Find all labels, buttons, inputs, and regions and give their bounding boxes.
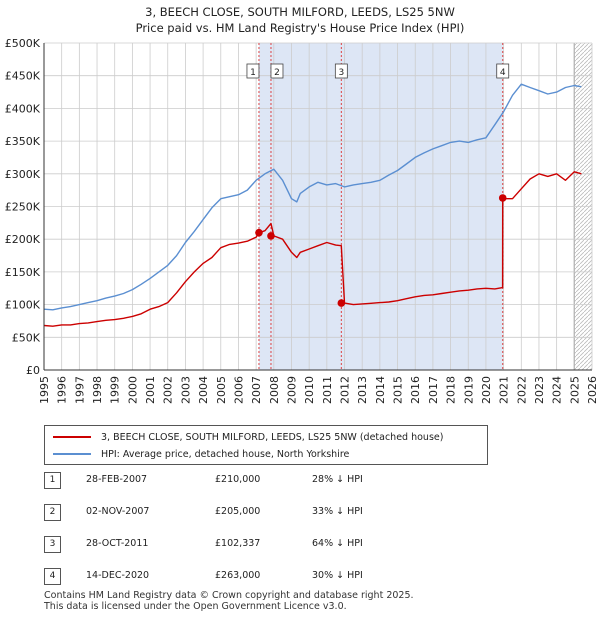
- event-marker-label: 2: [274, 68, 280, 78]
- x-tick-label: 2011: [321, 376, 334, 404]
- sale-point: [255, 228, 263, 237]
- event-marker-label: 3: [338, 68, 344, 78]
- event-price: £102,337: [215, 538, 261, 549]
- y-tick-label: £100K: [5, 299, 41, 312]
- event-marker-label: 1: [250, 68, 256, 78]
- x-tick-label: 2006: [232, 376, 245, 404]
- event-date: 28-FEB-2007: [86, 474, 148, 485]
- x-tick-label: 2013: [356, 376, 369, 404]
- x-tick-label: 2015: [392, 376, 405, 404]
- chart-title: 3, BEECH CLOSE, SOUTH MILFORD, LEEDS, LS…: [0, 4, 600, 36]
- x-tick-label: 2018: [445, 376, 458, 404]
- event-number: 1: [44, 472, 61, 489]
- x-tick-label: 2021: [498, 376, 511, 404]
- legend-swatch-property: [53, 436, 91, 438]
- sale-point: [498, 194, 507, 202]
- x-tick-label: 2009: [285, 376, 298, 404]
- table-row: 2 02-NOV-2007 £205,000 33% ↓ HPI: [0, 504, 600, 524]
- x-tick-label: 2012: [339, 376, 352, 404]
- y-tick-label: £300K: [5, 168, 41, 181]
- event-marker-box: [496, 63, 510, 79]
- property-price-line: [43, 171, 582, 327]
- event-number: 4: [44, 568, 61, 585]
- legend-item-hpi: HPI: Average price, detached house, Nort…: [53, 446, 349, 462]
- x-tick-label: 2022: [515, 376, 528, 404]
- y-tick-label: £150K: [5, 266, 41, 279]
- footer: Contains HM Land Registry data © Crown c…: [44, 590, 414, 612]
- event-marker-box: [334, 63, 348, 79]
- legend-item-property: 3, BEECH CLOSE, SOUTH MILFORD, LEEDS, LS…: [53, 429, 443, 445]
- event-date: 02-NOV-2007: [86, 506, 150, 517]
- y-tick-label: £50K: [12, 331, 41, 344]
- event-hpi-diff: 28% ↓ HPI: [312, 474, 363, 485]
- x-tick-label: 1998: [91, 376, 104, 404]
- table-row: 3 28-OCT-2011 £102,337 64% ↓ HPI: [0, 536, 600, 556]
- legend-label-hpi: HPI: Average price, detached house, Nort…: [101, 448, 350, 460]
- x-tick-label: 2020: [480, 376, 493, 404]
- x-tick-label: 2001: [144, 376, 157, 404]
- legend: 3, BEECH CLOSE, SOUTH MILFORD, LEEDS, LS…: [44, 425, 488, 465]
- x-tick-label: 2000: [126, 376, 139, 404]
- x-tick-label: 2014: [374, 376, 387, 404]
- x-tick-label: 2017: [427, 376, 440, 404]
- x-tick-label: 2005: [215, 376, 228, 404]
- y-tick-label: £350K: [5, 135, 41, 148]
- event-hpi-diff: 30% ↓ HPI: [312, 570, 363, 581]
- event-hpi-diff: 33% ↓ HPI: [312, 506, 363, 517]
- title-line-2: Price paid vs. HM Land Registry's House …: [135, 21, 465, 35]
- event-price: £263,000: [215, 570, 261, 581]
- event-marker-box: [246, 63, 260, 79]
- x-tick-label: 2023: [533, 376, 546, 404]
- y-tick-label: £200K: [5, 233, 41, 246]
- y-tick-label: £250K: [5, 201, 41, 214]
- hpi-line: [43, 83, 582, 311]
- x-tick-label: 2019: [462, 376, 475, 404]
- x-tick-label: 2007: [250, 376, 263, 404]
- y-tick-label: £450K: [5, 70, 41, 83]
- table-row: 1 28-FEB-2007 £210,000 28% ↓ HPI: [0, 472, 600, 492]
- legend-swatch-hpi: [53, 453, 91, 455]
- footer-license: This data is licensed under the Open Gov…: [44, 601, 347, 612]
- x-tick-label: 2016: [409, 376, 422, 404]
- event-price: £210,000: [215, 474, 261, 485]
- x-tick-label: 2004: [197, 376, 210, 404]
- x-tick-label: 2008: [268, 376, 281, 404]
- y-tick-label: £500K: [5, 37, 41, 50]
- event-marker-box: [270, 63, 284, 79]
- x-tick-label: 2024: [551, 376, 564, 404]
- x-tick-label: 1995: [38, 376, 51, 404]
- event-number: 3: [44, 536, 61, 553]
- x-tick-label: 2010: [303, 376, 316, 404]
- x-tick-label: 2026: [586, 376, 599, 404]
- title-line-1: 3, BEECH CLOSE, SOUTH MILFORD, LEEDS, LS…: [145, 5, 455, 19]
- event-price: £205,000: [215, 506, 261, 517]
- event-number: 2: [44, 504, 61, 521]
- x-tick-label: 1999: [109, 376, 122, 404]
- x-tick-label: 1996: [56, 376, 69, 404]
- table-row: 4 14-DEC-2020 £263,000 30% ↓ HPI: [0, 568, 600, 588]
- price-chart: 1 2 3 4 £0 £50K £100K £150K £200K £250K £300K £350…: [5, 37, 599, 404]
- x-tick-label: 2002: [162, 376, 175, 404]
- event-date: 28-OCT-2011: [86, 538, 149, 549]
- y-tick-label: £0: [26, 364, 40, 377]
- sale-point: [267, 232, 275, 240]
- event-marker-label: 4: [500, 68, 506, 78]
- event-date: 14-DEC-2020: [86, 570, 150, 581]
- x-tick-label: 2025: [568, 376, 581, 404]
- y-tick-label: £400K: [5, 102, 41, 115]
- footer-copyright: Contains HM Land Registry data © Crown c…: [44, 590, 414, 601]
- legend-label-property: 3, BEECH CLOSE, SOUTH MILFORD, LEEDS, LS…: [101, 431, 444, 443]
- x-tick-label: 1997: [73, 376, 86, 404]
- sale-point: [337, 299, 346, 307]
- x-tick-label: 2003: [179, 376, 192, 404]
- event-hpi-diff: 64% ↓ HPI: [312, 538, 363, 549]
